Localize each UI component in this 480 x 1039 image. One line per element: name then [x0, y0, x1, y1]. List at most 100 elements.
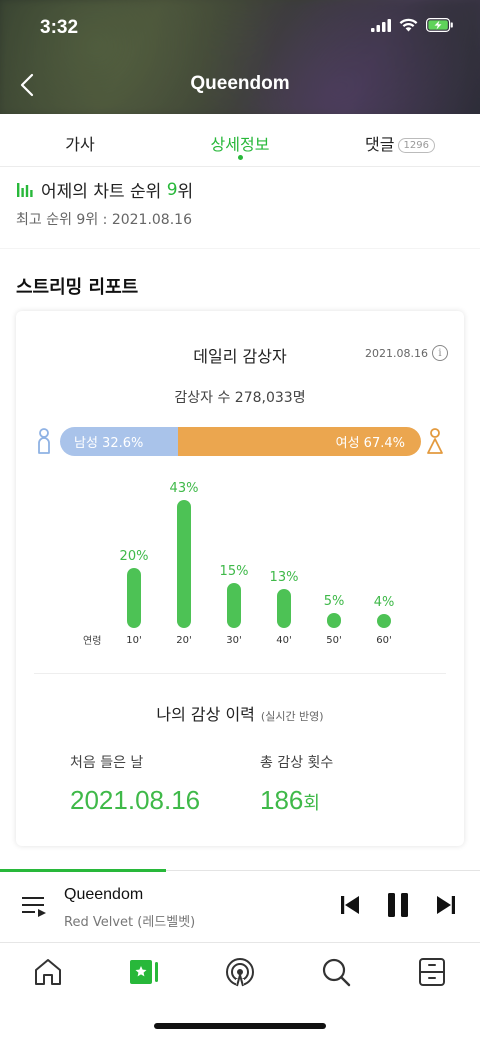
tab-bar: 가사 상세정보 댓글 1296	[0, 114, 480, 166]
status-bar: 3:32	[0, 0, 480, 58]
female-label: 여성 67.4%	[335, 436, 405, 451]
tab-lyrics[interactable]: 가사	[0, 114, 160, 166]
male-segment: 남성 32.6%	[60, 427, 178, 456]
tab-details-label: 상세정보	[210, 135, 270, 154]
track-artist[interactable]: Red Velvet (레드벨벳)	[64, 915, 196, 930]
age-value-label: 4%	[373, 595, 395, 610]
age-bar-column: 5% 50'	[312, 471, 356, 651]
playlist-button[interactable]	[20, 893, 48, 923]
age-value-label: 5%	[323, 594, 345, 610]
daily-listeners-card: 데일리 감상자 2021.08.16 i 감상자 수 278,033명 남성 3…	[16, 311, 464, 846]
age-category-label: 60'	[376, 635, 392, 646]
female-person-icon	[427, 428, 443, 454]
age-value-label: 13%	[269, 570, 299, 586]
tab-details[interactable]: 상세정보	[160, 114, 320, 166]
signal-icon	[371, 18, 391, 32]
total-plays-unit: 회	[303, 793, 320, 813]
skip-previous-icon	[341, 896, 359, 914]
age-distribution-chart: 연령 20% 10' 43% 20' 15% 30' 13% 40' 5% 50' 4% 60'	[16, 471, 464, 661]
track-title[interactable]: Queendom	[64, 886, 144, 903]
page-title: Queendom	[190, 73, 290, 94]
storage-icon	[419, 958, 445, 986]
gender-ratio: 남성 32.6% 여성 67.4%	[34, 425, 446, 459]
battery-charging-icon	[426, 18, 453, 32]
divider	[34, 673, 446, 674]
streaming-report-title: 스트리밍 리포트	[16, 277, 139, 298]
status-time: 3:32	[40, 17, 79, 38]
tab-comments-label: 댓글	[365, 135, 395, 154]
age-bar-column: 43% 20'	[162, 471, 206, 651]
nav-home[interactable]	[28, 955, 68, 989]
best-rank: 최고 순위 9위 : 2021.08.16	[16, 212, 192, 228]
pause-icon	[388, 893, 408, 917]
age-bar	[277, 589, 291, 628]
report-date-text: 2021.08.16	[365, 346, 428, 360]
active-tab-dot	[237, 155, 243, 160]
comment-count-badge: 1296	[397, 138, 435, 153]
search-icon	[322, 958, 351, 987]
age-value-label: 15%	[219, 564, 249, 580]
tab-comments[interactable]: 댓글 1296	[320, 114, 480, 166]
nav-row: Queendom	[0, 58, 480, 114]
age-bar	[327, 613, 341, 628]
listener-count: 감상자 수 278,033명	[174, 390, 306, 406]
home-icon	[35, 959, 61, 985]
total-plays-number: 186	[260, 785, 304, 815]
age-category-label: 50'	[326, 635, 342, 646]
streaming-report-section: 스트리밍 리포트 데일리 감상자 2021.08.16 i 감상자 수 278,…	[0, 249, 480, 870]
podcast-icon	[226, 958, 254, 987]
daily-listeners-title: 데일리 감상자	[193, 347, 287, 366]
first-listen-date: 2021.08.16	[70, 785, 201, 815]
male-person-icon	[38, 428, 50, 454]
first-listen-label: 처음 들은 날	[70, 755, 144, 771]
pause-button[interactable]	[386, 892, 410, 922]
bottom-navigation	[0, 942, 480, 1039]
age-axis-label: 연령	[83, 636, 102, 647]
album-header: 3:32 Q	[0, 0, 480, 114]
age-category-label: 10'	[126, 635, 142, 646]
age-bar	[377, 614, 391, 628]
age-category-label: 40'	[276, 635, 292, 646]
age-value-label: 43%	[169, 481, 199, 496]
age-category-label: 30'	[226, 635, 242, 646]
total-plays-count: 186회	[260, 785, 320, 816]
total-plays-label: 총 감상 횟수	[260, 755, 334, 771]
age-bar-column: 20% 10'	[112, 471, 156, 651]
wifi-icon	[399, 18, 418, 32]
nav-library[interactable]	[124, 955, 164, 989]
next-button[interactable]	[436, 895, 456, 919]
info-icon[interactable]: i	[432, 345, 448, 361]
age-value-label: 20%	[119, 549, 149, 565]
tab-lyrics-label: 가사	[65, 135, 95, 154]
female-segment: 여성 67.4%	[177, 427, 421, 456]
age-bar	[177, 500, 191, 628]
home-indicator	[154, 1023, 326, 1029]
my-history-title: 나의 감상 이력 (실시간 반영)	[16, 701, 464, 725]
nav-podcast[interactable]	[220, 955, 260, 989]
mini-player[interactable]: Queendom Red Velvet (레드벨벳)	[0, 869, 480, 942]
library-icon	[130, 960, 158, 984]
playback-progress-bar[interactable]	[0, 869, 167, 872]
chevron-left-icon	[20, 73, 34, 97]
status-icons	[371, 18, 454, 32]
rank-suffix: 위	[177, 182, 194, 202]
rank-value: 9	[166, 179, 178, 200]
playlist-icon	[22, 897, 46, 917]
age-bar-column: 15% 30'	[212, 471, 256, 651]
my-history-title-text: 나의 감상 이력	[156, 705, 255, 724]
age-bar	[127, 568, 141, 628]
chart-bars-icon	[17, 183, 33, 197]
age-bar-column: 13% 40'	[262, 471, 306, 651]
previous-button[interactable]	[340, 895, 360, 919]
back-button[interactable]	[12, 70, 42, 100]
rank-prefix: 어제의 차트 순위	[41, 182, 167, 202]
nav-storage[interactable]	[412, 955, 452, 989]
age-category-label: 20'	[176, 635, 192, 646]
male-label: 남성 32.6%	[74, 436, 144, 451]
age-bar	[227, 583, 241, 628]
realtime-note: (실시간 반영)	[260, 710, 324, 723]
nav-search[interactable]	[316, 955, 356, 989]
report-date: 2021.08.16 i	[365, 345, 448, 361]
